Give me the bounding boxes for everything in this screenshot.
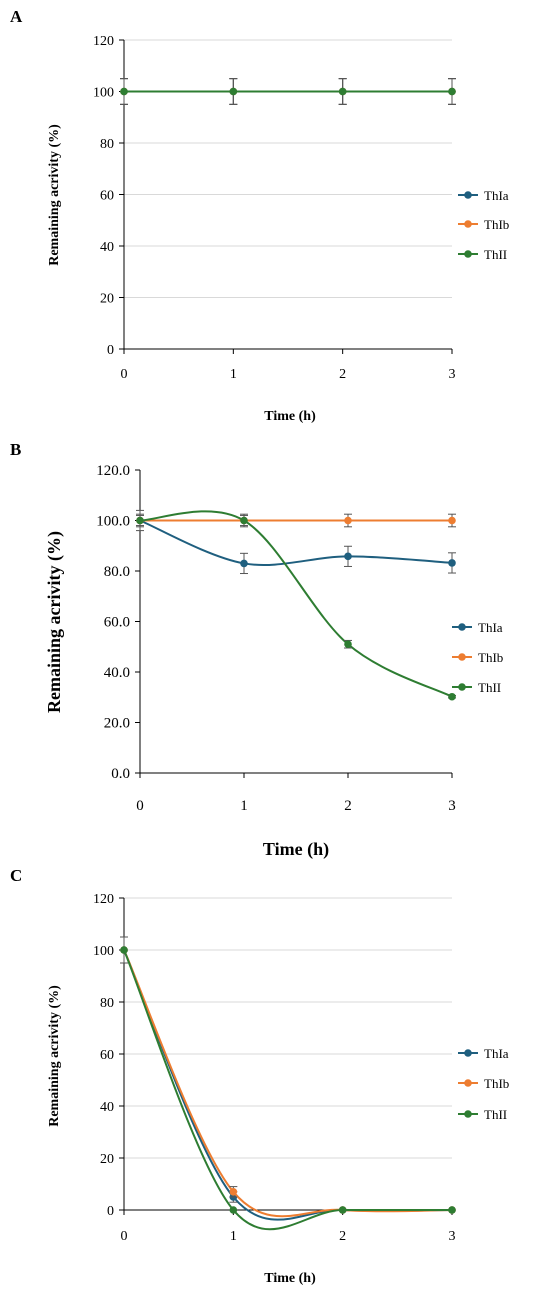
legend-label: ThIa <box>484 188 509 203</box>
panel-b-ylabel: Remaining acrivity (%) <box>44 531 65 713</box>
legend-item-thia: ThIa <box>458 1046 509 1061</box>
y-tick-label: 20 <box>100 292 114 307</box>
data-point-thii <box>136 516 144 525</box>
x-tick-label: 3 <box>448 798 456 814</box>
y-tick-label: 80 <box>100 996 114 1011</box>
data-point-thii <box>120 946 128 954</box>
series-line-thii <box>139 510 453 698</box>
y-tick-label: 20.0 <box>104 716 130 732</box>
legend-item-thia: ThIa <box>458 188 509 203</box>
panel-a-ylabel: Remaining acrivity (%) <box>47 124 62 266</box>
y-tick-label: 80 <box>100 137 114 152</box>
y-tick-label: 0 <box>107 343 114 358</box>
data-point-thii <box>448 87 456 96</box>
legend-item-thib: ThIb <box>458 217 509 232</box>
data-point-thii <box>240 516 248 525</box>
y-tick-label: 0 <box>107 1204 114 1219</box>
x-tick-label: 0 <box>121 1229 128 1244</box>
panel-c-ylabel: Remaining acrivity (%) <box>47 985 62 1127</box>
legend-label: ThII <box>484 1107 507 1122</box>
panel-a-letter: A <box>10 7 23 26</box>
data-point-thii <box>338 1206 347 1214</box>
y-tick-label: 40 <box>100 240 114 255</box>
legend-item-thia: ThIa <box>452 620 503 635</box>
legend-item-thib: ThIb <box>452 650 503 665</box>
legend-label: ThII <box>484 247 507 262</box>
y-tick-label: 60.0 <box>104 615 130 631</box>
data-point-thia <box>448 559 456 567</box>
panel-c-plot: 0 20 40 60 80 100 120 0 1 2 3 ThIa ThIb ThII <box>93 892 509 1244</box>
legend-label: ThIb <box>484 1076 509 1091</box>
legend-label: ThIa <box>484 1046 509 1061</box>
panel-a-xlabel: Time (h) <box>264 409 316 424</box>
data-point-thib <box>448 516 456 525</box>
x-tick-label: 2 <box>344 798 352 814</box>
x-tick-label: 1 <box>230 1229 237 1244</box>
panel-c: C 0 20 40 60 80 100 120 0 1 2 3 ThIa ThIb ThII Time (… <box>10 866 509 1286</box>
x-tick-label: 3 <box>449 1229 456 1244</box>
y-tick-label: 100.0 <box>96 514 130 530</box>
y-tick-label: 120 <box>93 892 114 907</box>
x-tick-label: 2 <box>339 1229 346 1244</box>
legend-item-thii: ThII <box>458 247 507 262</box>
y-tick-label: 40.0 <box>104 665 130 681</box>
y-tick-label: 100 <box>93 944 114 959</box>
data-point-thib <box>344 516 352 525</box>
panel-c-letter: C <box>10 866 22 885</box>
panel-b-plot: 0.0 20.0 40.0 60.0 80.0 100.0 120.0 0 1 2 3 ThIa ThI… <box>96 463 503 814</box>
y-tick-label: 60 <box>100 189 114 204</box>
data-point-thii <box>338 87 347 96</box>
legend-label: ThIa <box>478 620 503 635</box>
panel-b-letter: B <box>10 440 21 459</box>
y-tick-label: 0.0 <box>111 766 130 782</box>
y-tick-label: 100 <box>93 86 114 101</box>
y-tick-label: 120.0 <box>96 463 130 479</box>
x-tick-label: 1 <box>230 367 237 382</box>
y-tick-label: 40 <box>100 1100 114 1115</box>
x-tick-label: 1 <box>240 798 248 814</box>
legend-label: ThIb <box>484 217 509 232</box>
panel-b-xlabel: Time (h) <box>263 839 329 860</box>
panel-b: B 0.0 20.0 40.0 60.0 80.0 100.0 120.0 0 1 2 3 ThIa T… <box>10 440 503 860</box>
series-line-thii <box>123 949 453 1231</box>
x-tick-label: 2 <box>339 367 346 382</box>
x-tick-label: 0 <box>121 367 128 382</box>
panel-a: A 0 20 40 60 80 100 120 0 1 2 3 ThIa ThIb ThII Time (… <box>10 7 509 424</box>
legend-item-thii: ThII <box>458 1107 507 1122</box>
data-point-thii <box>344 640 352 649</box>
data-point-thii <box>120 87 128 96</box>
legend-item-thii: ThII <box>452 680 501 695</box>
data-point-thii <box>229 1206 238 1214</box>
y-tick-label: 120 <box>93 34 114 49</box>
legend-label: ThII <box>478 680 501 695</box>
y-tick-label: 80.0 <box>104 564 130 580</box>
y-tick-label: 20 <box>100 1152 114 1167</box>
x-tick-label: 0 <box>136 798 144 814</box>
x-tick-label: 3 <box>449 367 456 382</box>
series-line-thia <box>139 519 453 566</box>
legend-label: ThIb <box>478 650 503 665</box>
data-point-thia <box>240 559 248 568</box>
data-point-thii <box>448 692 456 701</box>
y-tick-label: 60 <box>100 1048 114 1063</box>
panel-c-xlabel: Time (h) <box>264 1271 316 1286</box>
data-point-thii <box>229 87 238 96</box>
data-point-thib <box>229 1188 238 1196</box>
data-point-thia <box>344 552 352 561</box>
series-line-thib <box>123 949 453 1218</box>
panel-a-plot: 0 20 40 60 80 100 120 0 1 2 3 ThIa ThIb ThII <box>93 34 509 382</box>
data-point-thii <box>448 1206 456 1214</box>
legend-item-thib: ThIb <box>458 1076 509 1091</box>
